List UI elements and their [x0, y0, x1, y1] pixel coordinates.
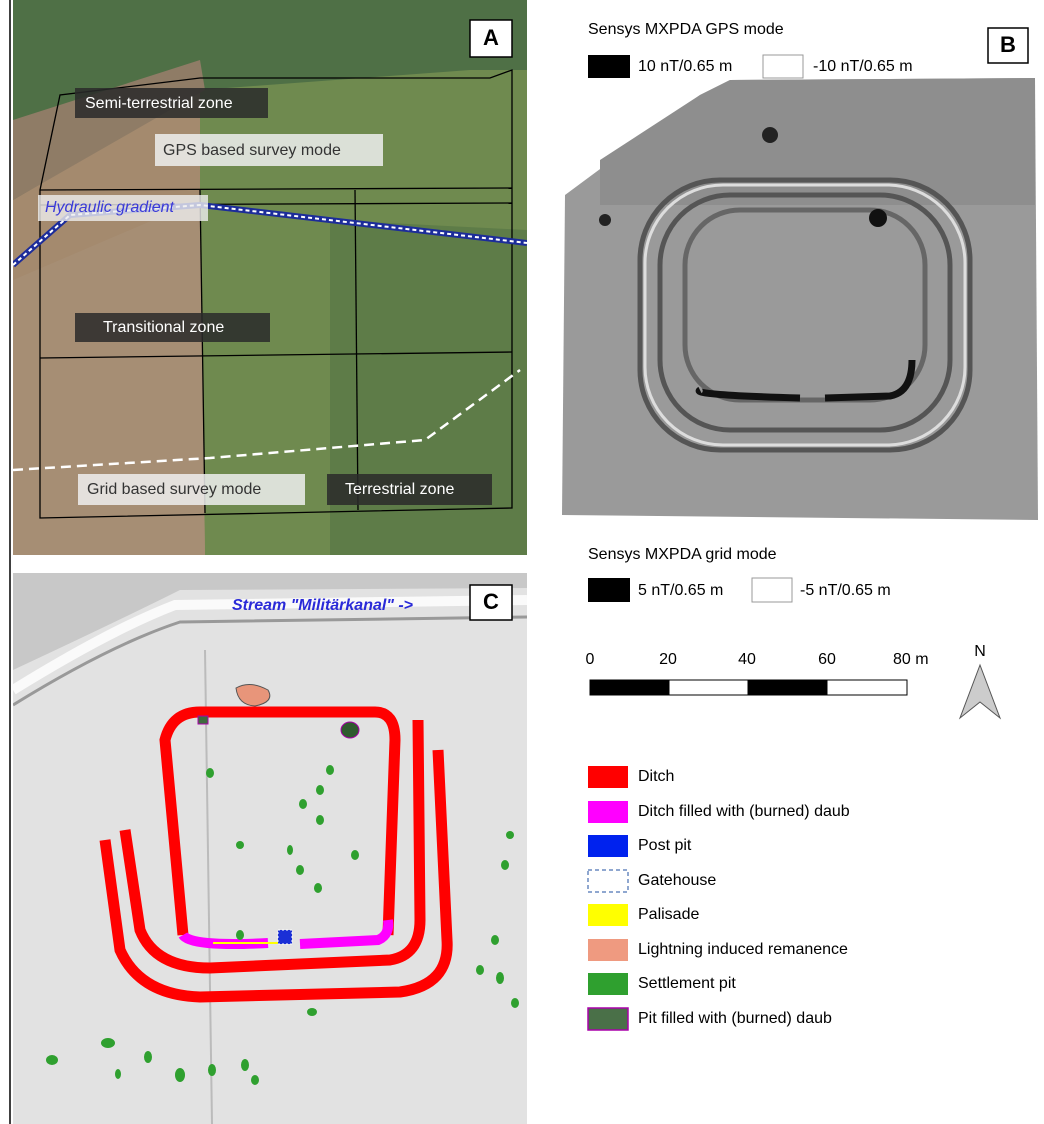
scale-swatch	[763, 55, 803, 78]
daub-pit	[198, 716, 208, 724]
gradient-label: Hydraulic gradient	[45, 199, 175, 216]
scale-swatch	[752, 578, 792, 602]
legend-label: Pit filled with (burned) daub	[638, 1010, 832, 1027]
legend-swatch	[588, 939, 628, 961]
panel-a: Semi-terrestrial zone GPS based survey m…	[13, 0, 527, 555]
map-title: Sensys MXPDA grid mode	[588, 546, 777, 563]
terrain	[13, 573, 527, 1124]
anomaly	[762, 127, 778, 143]
daub-pit	[341, 722, 359, 738]
figure: Semi-terrestrial zone GPS based survey m…	[0, 0, 1044, 1124]
legend-label: Lightning induced remanence	[638, 941, 848, 958]
panel-b: Sensys MXPDA GPS mode 10 nT/0.65 m -10 n…	[562, 21, 1038, 718]
legend-swatch	[588, 801, 628, 823]
scale-bar-label: 20	[659, 651, 677, 668]
scale-bar-label: 60	[818, 651, 836, 668]
scale-swatch	[588, 578, 630, 602]
scale-bar-label: 80 m	[893, 651, 929, 668]
stream-label: Stream "Militärkanal" ->	[232, 597, 413, 614]
scale-label: 5 nT/0.65 m	[638, 582, 723, 599]
legend-swatch	[588, 766, 628, 788]
legend-label: Palisade	[638, 906, 699, 923]
map-title: Sensys MXPDA GPS mode	[588, 21, 784, 38]
legend-label: Settlement pit	[638, 975, 736, 992]
zone-label: Terrestrial zone	[345, 481, 454, 498]
north-arrow	[960, 665, 1000, 718]
legend-label: Ditch	[638, 768, 674, 785]
panel-letter: A	[483, 25, 499, 50]
legend-swatch	[588, 835, 628, 857]
legend-swatch	[588, 870, 628, 892]
panel-letter: C	[483, 589, 499, 614]
gatehouse	[278, 930, 292, 944]
panel-letter: B	[1000, 32, 1016, 57]
legend-label: Post pit	[638, 837, 692, 854]
scale-bar	[590, 680, 907, 695]
legend: Ditch Ditch filled with (burned) daub Po…	[588, 766, 850, 1030]
legend-label: Ditch filled with (burned) daub	[638, 803, 850, 820]
scale-label: -10 nT/0.65 m	[813, 58, 913, 75]
scale-label: 10 nT/0.65 m	[638, 58, 732, 75]
panel-c: Stream "Militärkanal" -> C	[13, 573, 527, 1124]
legend-label: Gatehouse	[638, 872, 716, 889]
anomaly	[599, 214, 611, 226]
scale-bar-label: 0	[586, 651, 595, 668]
legend-swatch	[588, 973, 628, 995]
zone-label: Transitional zone	[103, 319, 224, 336]
legend-swatch	[588, 1008, 628, 1030]
scale-bar-label: 40	[738, 651, 756, 668]
scale-label: -5 nT/0.65 m	[800, 582, 891, 599]
mode-label: Grid based survey mode	[87, 481, 261, 498]
anomaly	[869, 209, 887, 227]
north-label: N	[974, 643, 986, 660]
zone-label: Semi-terrestrial zone	[85, 95, 233, 112]
legend-swatch	[588, 904, 628, 926]
mode-label: GPS based survey mode	[163, 142, 341, 159]
scale-swatch	[588, 55, 630, 78]
